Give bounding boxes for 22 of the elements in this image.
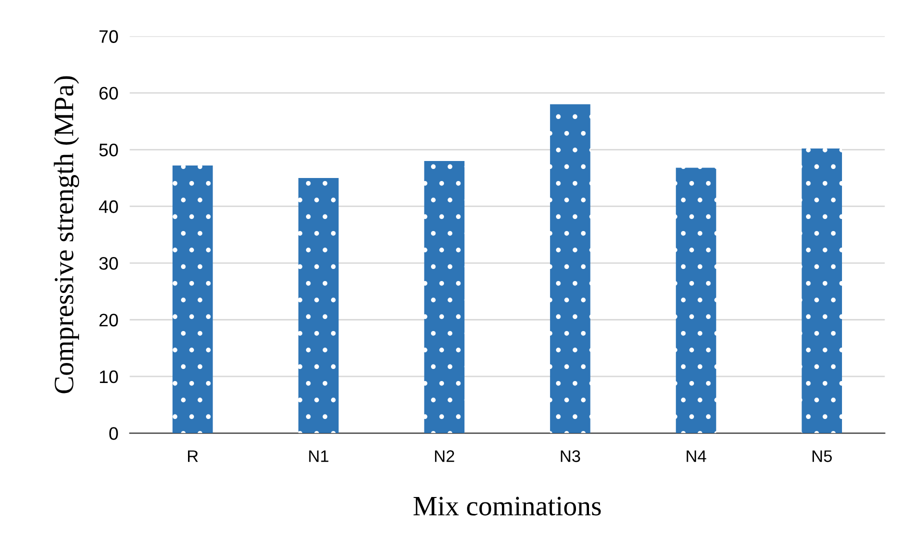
x-axis-title: Mix cominations (414, 496, 601, 516)
x-tick-label: N3 (560, 450, 580, 462)
y-tick-label: 30 (99, 256, 118, 270)
y-tick-label: 10 (100, 370, 118, 384)
y-tick-label: 40 (98, 200, 118, 214)
bar (676, 168, 716, 434)
y-tick-label: 60 (99, 86, 118, 100)
y-tick-label: 70 (99, 30, 118, 43)
x-tick-label: N1 (309, 450, 328, 462)
bar (424, 160, 464, 434)
x-tick-label: N4 (686, 450, 706, 462)
y-tick-label: 50 (99, 144, 118, 156)
x-tick-label: R (188, 450, 198, 462)
bar (172, 166, 213, 434)
bar (802, 148, 842, 434)
x-tick-label: N5 (812, 450, 832, 462)
y-tick-label: 0 (109, 427, 118, 440)
x-tick-label: N2 (435, 450, 454, 462)
bar (298, 178, 339, 434)
bar (550, 104, 590, 434)
y-axis-title: Compressive strength (MPa) (54, 76, 80, 394)
y-tick-label: 20 (99, 314, 118, 326)
